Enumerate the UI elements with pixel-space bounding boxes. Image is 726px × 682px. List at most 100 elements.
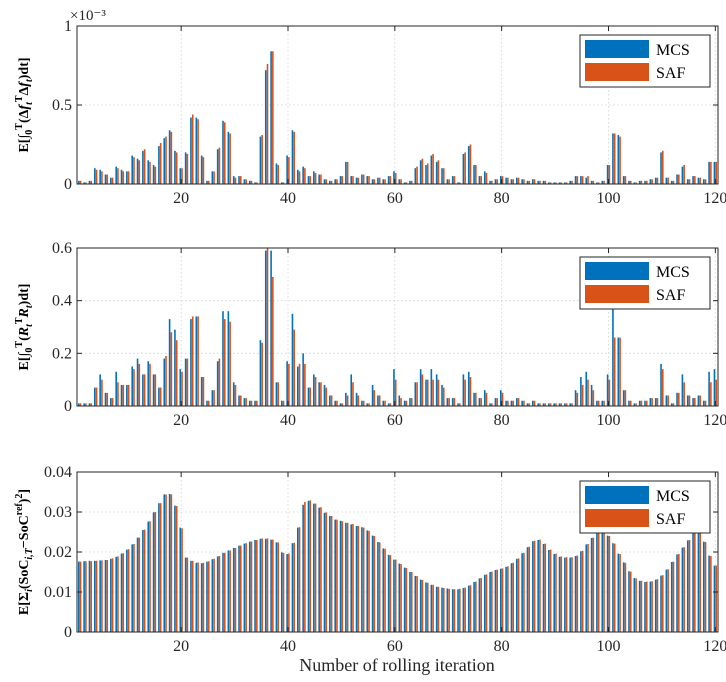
bar-mcs-middle [222, 311, 224, 406]
bar-mcs-bottom [83, 561, 85, 632]
bar-saf-middle [250, 400, 253, 406]
bar-mcs-top [131, 155, 133, 184]
bar-saf-middle [442, 387, 445, 406]
bar-mcs-middle [590, 384, 593, 406]
bar-mcs-top [168, 130, 171, 184]
bar-mcs-top [451, 176, 454, 184]
bar-mcs-middle [403, 400, 406, 406]
y-tick-label-middle: 0.6 [52, 240, 72, 257]
bar-saf-top [485, 172, 488, 184]
bar-mcs-top [318, 174, 320, 184]
bar-saf-bottom [678, 554, 680, 632]
bar-saf-top [197, 119, 199, 184]
bar-mcs-middle [147, 361, 150, 406]
bar-mcs-middle [190, 319, 192, 406]
bar-saf-middle [400, 398, 402, 406]
bar-saf-top [597, 182, 600, 184]
legend-middle: MCS SAF [579, 256, 711, 310]
bar-mcs-top [702, 179, 705, 184]
bar-mcs-bottom [286, 554, 288, 632]
bar-saf-top [181, 168, 183, 184]
bar-mcs-bottom [238, 545, 240, 632]
bar-mcs-top [697, 177, 700, 184]
bar-mcs-middle [88, 403, 91, 406]
bar-mcs-middle [77, 403, 80, 406]
bar-saf-top [544, 180, 547, 184]
bar-saf-bottom [704, 542, 707, 632]
bar-mcs-middle [483, 390, 486, 406]
x-axis-label: Number of rolling iteration [299, 655, 494, 675]
bar-mcs-bottom [158, 503, 160, 632]
bar-saf-top [314, 172, 317, 184]
bar-mcs-middle [115, 371, 117, 406]
bar-mcs-bottom [227, 550, 230, 632]
bar-mcs-top [521, 179, 523, 184]
bar-mcs-top [350, 176, 353, 184]
legend-swatch-mcs-bottom [585, 486, 649, 504]
bar-mcs-middle [152, 374, 155, 406]
bar-saf-middle [186, 358, 189, 406]
bar-saf-bottom [453, 589, 456, 632]
bar-saf-bottom [683, 547, 685, 632]
x-tick-label-top: 100 [596, 190, 620, 207]
bar-saf-middle [603, 400, 605, 406]
x-tick-label-top: 80 [494, 190, 510, 207]
bar-saf-bottom [480, 578, 482, 632]
bar-mcs-top [248, 180, 251, 184]
bar-saf-bottom [635, 578, 637, 632]
bar-saf-bottom [597, 532, 600, 632]
bar-mcs-top [494, 179, 497, 184]
bar-mcs-top [596, 182, 598, 184]
bar-mcs-top [435, 161, 438, 184]
bar-mcs-middle [654, 398, 657, 406]
bar-mcs-middle [553, 403, 555, 406]
bar-mcs-bottom [414, 576, 417, 632]
bar-saf-bottom [549, 549, 552, 632]
bar-saf-middle [149, 363, 151, 406]
bar-mcs-middle [494, 398, 497, 406]
bar-saf-bottom [181, 528, 183, 632]
bar-saf-bottom [357, 526, 360, 632]
bar-saf-top [480, 176, 482, 184]
bar-mcs-bottom [526, 547, 529, 632]
bar-saf-bottom [85, 561, 87, 632]
bar-mcs-top [302, 166, 304, 184]
bar-saf-middle [480, 398, 482, 406]
bar-mcs-bottom [77, 561, 80, 632]
bar-saf-middle [645, 400, 648, 406]
bar-mcs-top [548, 182, 550, 184]
bar-saf-bottom [475, 581, 477, 632]
bar-saf-bottom [256, 540, 258, 632]
bar-mcs-top [211, 171, 214, 184]
bar-mcs-top [467, 146, 470, 184]
bar-saf-bottom [325, 512, 328, 632]
bar-mcs-middle [697, 395, 700, 406]
ticks-top: 20 40 60 80 100 120 0 0.5 1 [52, 18, 726, 207]
bar-mcs-middle [612, 287, 614, 406]
bar-mcs-bottom [505, 566, 507, 632]
bar-saf-top [389, 176, 392, 184]
bar-mcs-bottom [713, 565, 716, 632]
bar-mcs-bottom [585, 544, 588, 632]
grid-middle [77, 248, 718, 406]
bar-saf-bottom [459, 588, 461, 632]
bar-saf-bottom [330, 516, 333, 632]
bar-mcs-bottom [590, 538, 593, 632]
bar-saf-middle [191, 316, 194, 406]
bar-mcs-top [243, 179, 246, 184]
bar-mcs-bottom [398, 563, 401, 632]
bar-mcs-top [425, 165, 427, 184]
bar-saf-bottom [293, 542, 296, 632]
bar-saf-middle [170, 332, 173, 406]
bar-mcs-middle [232, 382, 235, 406]
bar-saf-top [229, 133, 231, 184]
bar-saf-bottom [288, 553, 290, 632]
bar-mcs-top [617, 135, 620, 184]
bar-mcs-bottom [195, 562, 198, 632]
bar-saf-bottom [592, 537, 595, 632]
bar-saf-top [624, 176, 627, 184]
bar-saf-top [309, 176, 312, 184]
ticks-bottom: 20 40 60 80 100 120 0 0.01 0.02 0.03 0.04 [44, 464, 726, 655]
bar-saf-middle [373, 390, 376, 406]
bar-saf-bottom [394, 559, 397, 632]
